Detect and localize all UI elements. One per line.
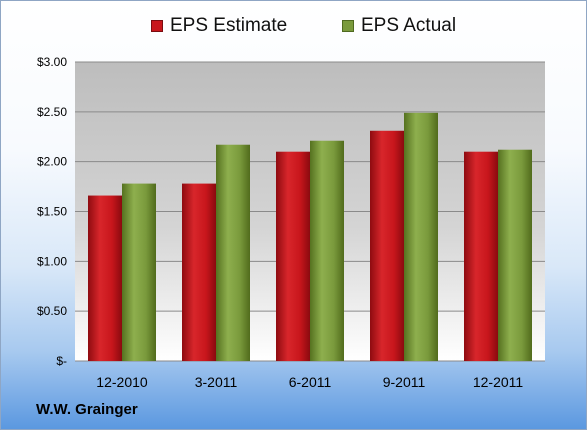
x-tick-label: 3-2011 — [195, 374, 238, 390]
y-tick-label: $2.50 — [37, 105, 67, 119]
bar-eps-actual — [216, 144, 250, 361]
legend-item-actual: EPS Actual — [342, 15, 456, 37]
x-tick-label: 12-2010 — [96, 374, 148, 390]
bar-eps-estimate — [370, 130, 404, 361]
y-tick-label: $1.00 — [37, 254, 67, 268]
legend-swatch-actual — [342, 20, 354, 32]
legend: EPS Estimate EPS Actual — [1, 15, 586, 41]
y-tick-label: $1.50 — [37, 205, 67, 219]
x-tick-label: 6-2011 — [289, 374, 332, 390]
bar-eps-estimate — [276, 151, 310, 361]
company-name: W.W. Grainger — [36, 401, 138, 418]
bars — [88, 112, 532, 361]
legend-label-actual: EPS Actual — [361, 15, 457, 36]
legend-item-estimate: EPS Estimate — [151, 15, 287, 37]
bar-eps-actual — [122, 183, 156, 361]
y-tick-label: $2.00 — [37, 155, 67, 169]
bar-eps-actual — [310, 140, 344, 361]
bar-eps-estimate — [88, 195, 122, 361]
y-tick-label: $0.50 — [37, 304, 67, 318]
legend-label-estimate: EPS Estimate — [170, 15, 288, 36]
bar-eps-estimate — [464, 151, 498, 361]
x-tick-label: 9-2011 — [383, 374, 426, 390]
y-axis-ticks: $- $0.50 $1.00 $1.50 $2.00 $2.50 $3.00 — [37, 55, 67, 368]
y-tick-label: $3.00 — [37, 55, 67, 69]
y-tick-label: $- — [56, 354, 67, 368]
bar-eps-estimate — [182, 183, 216, 361]
legend-swatch-estimate — [151, 20, 163, 32]
x-tick-label: 12-2011 — [473, 374, 524, 390]
x-axis-labels: 12-2010 3-2011 6-2011 9-2011 12-2011 — [96, 374, 523, 390]
bar-eps-actual — [404, 112, 438, 361]
bar-eps-actual — [498, 149, 532, 361]
